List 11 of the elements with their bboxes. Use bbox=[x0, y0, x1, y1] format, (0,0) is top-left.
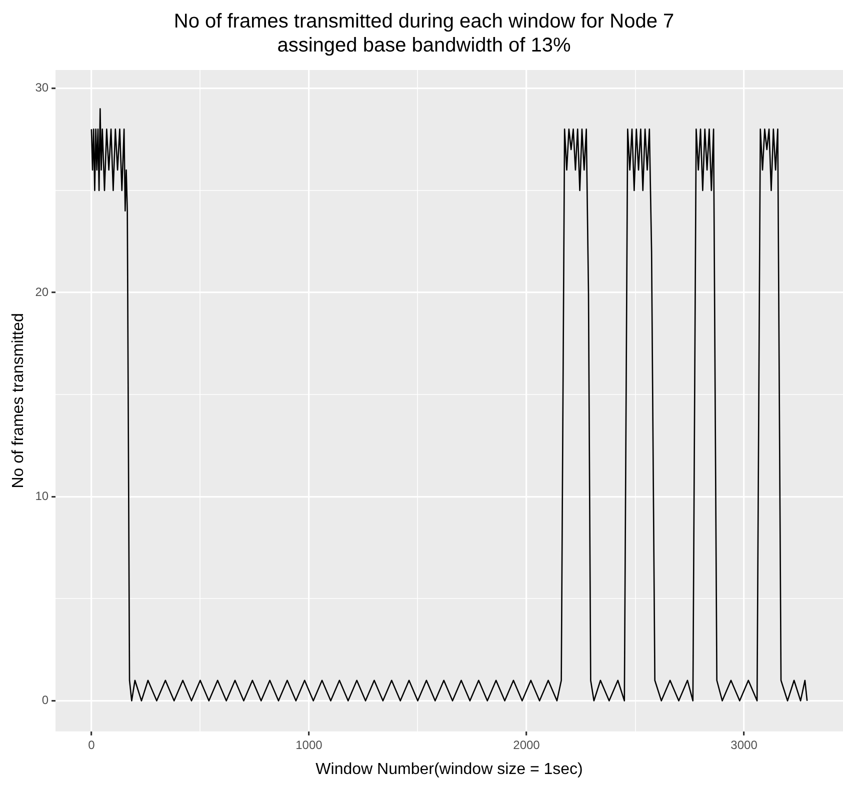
y-tick-label: 0 bbox=[42, 693, 49, 708]
chart-title: No of frames transmitted during each window for Node 7 assinged base bandwidth of 13% bbox=[174, 10, 674, 57]
x-tick-label: 2000 bbox=[513, 738, 540, 752]
x-tick-label: 1000 bbox=[296, 738, 323, 752]
x-tick-label: 3000 bbox=[730, 738, 758, 752]
x-tick-label: 0 bbox=[88, 738, 96, 752]
y-tick-label: 20 bbox=[35, 284, 49, 299]
y-tick-label: 10 bbox=[35, 488, 49, 503]
y-axis-title: No of frames transmitted bbox=[10, 313, 28, 488]
y-tick-label: 30 bbox=[35, 80, 49, 95]
x-axis-title: Window Number(window size = 1sec) bbox=[316, 760, 583, 778]
